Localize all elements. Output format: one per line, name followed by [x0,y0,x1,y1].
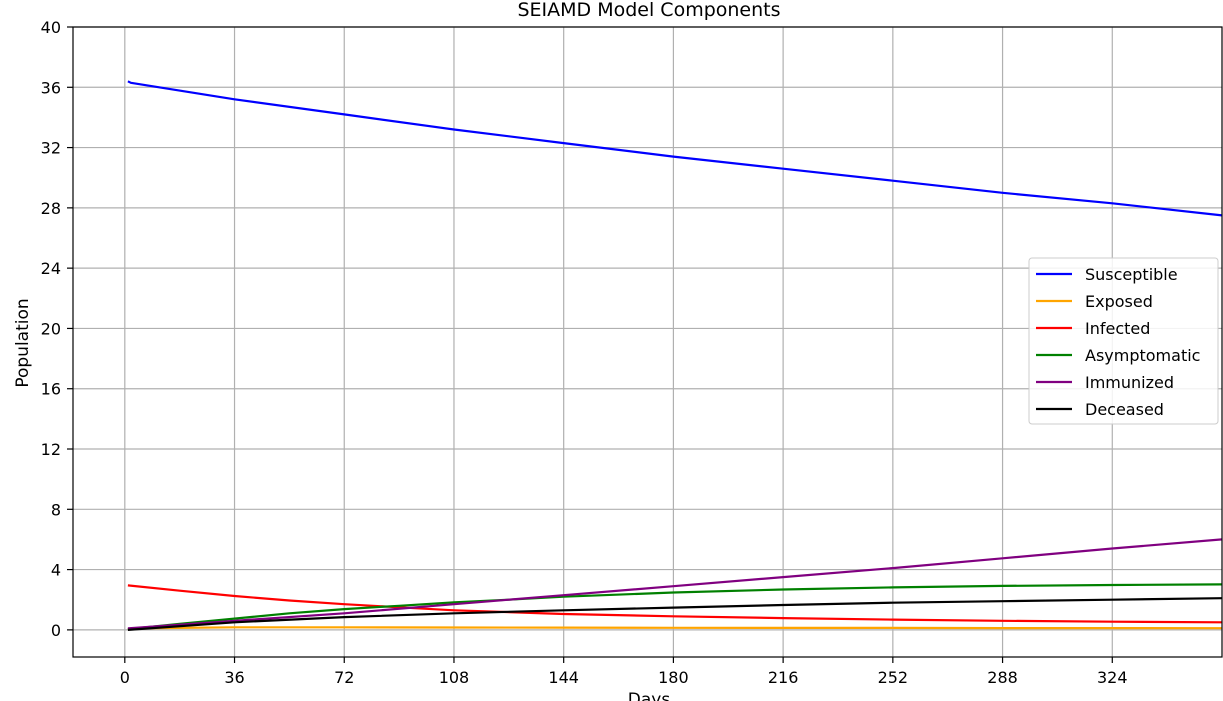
x-axis-ticks: 0 36 72 108 144 180 216 252 288 324 [120,657,1128,687]
legend-label-infected: Infected [1085,319,1150,338]
chart-title: SEIAMD Model Components [517,0,780,21]
x-tick-label: 108 [439,668,470,687]
x-tick-label: 72 [334,668,354,687]
y-tick-label: 40 [41,18,61,37]
series-layer [127,80,1223,631]
x-tick-label: 0 [120,668,130,687]
grid-lines [73,26,1222,657]
legend-label-exposed: Exposed [1085,292,1153,311]
y-tick-label: 8 [51,500,61,519]
y-tick-label: 20 [41,319,61,338]
x-tick-label: 252 [878,668,909,687]
y-axis-label: Population [13,298,33,387]
y-tick-label: 28 [41,199,61,218]
series-line-immunized [127,538,1223,630]
y-tick-label: 32 [41,139,61,158]
x-tick-label: 144 [548,668,579,687]
x-axis-label: Days [628,690,671,701]
y-axis-ticks: 0 4 8 12 16 20 24 28 32 36 40 [41,18,73,640]
legend-box [1028,257,1219,425]
series-line-susceptible [127,80,1223,217]
y-tick-label: 36 [41,78,61,97]
x-tick-label: 288 [987,668,1018,687]
y-tick-label: 0 [51,621,61,640]
legend-label-immunized: Immunized [1085,373,1174,392]
series-line-exposed [127,626,1223,631]
x-tick-label: 216 [768,668,799,687]
x-tick-label: 324 [1097,668,1128,687]
series-line-deceased [127,597,1223,631]
y-tick-label: 24 [41,259,61,278]
legend-label-susceptible: Susceptible [1085,265,1178,284]
legend-label-deceased: Deceased [1085,400,1164,419]
x-tick-label: 180 [658,668,689,687]
legend: Susceptible Exposed Infected Asymptomatic Im… [1028,257,1219,425]
y-tick-label: 16 [41,380,61,399]
x-tick-label: 36 [224,668,244,687]
legend-label-asymptomatic: Asymptomatic [1085,346,1200,365]
y-tick-label: 12 [41,440,61,459]
plot-frame [72,26,1223,658]
y-tick-label: 4 [51,561,61,580]
